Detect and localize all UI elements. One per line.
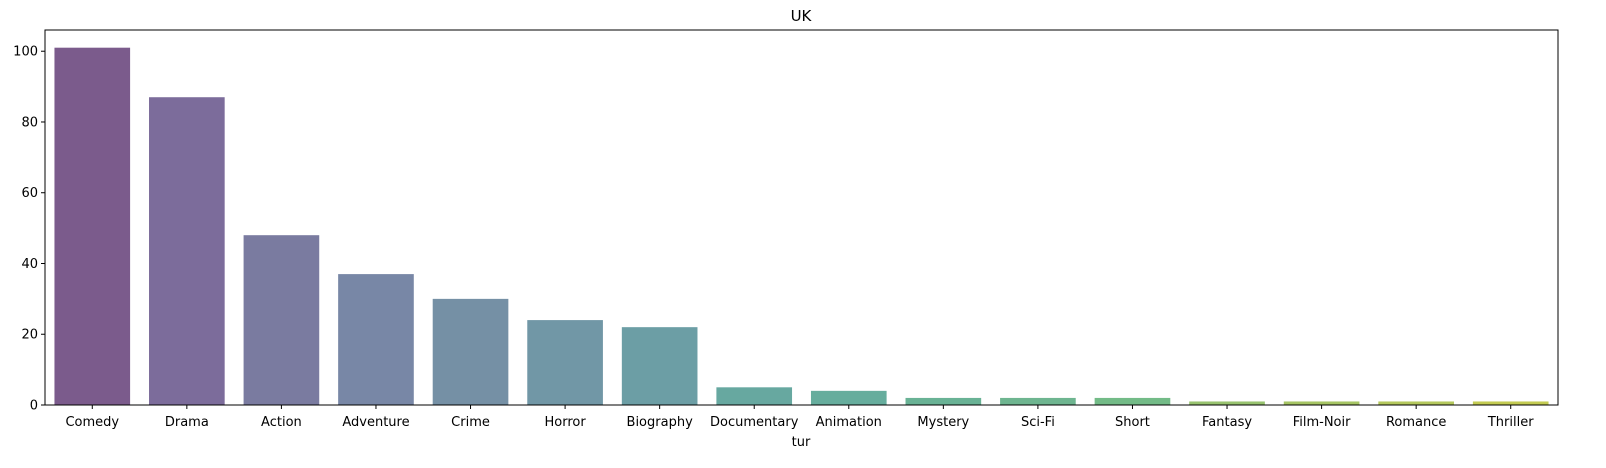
x-tick-label: Horror [544, 415, 586, 430]
y-tick-label: 20 [21, 328, 38, 343]
bar-comedy [54, 47, 131, 405]
bar-action [243, 235, 320, 405]
plot-frame [44, 29, 1559, 406]
x-tick-label: Mystery [917, 415, 969, 430]
y-tick-label: 60 [21, 186, 38, 201]
x-tick-label: Documentary [710, 415, 799, 430]
x-tick-label: Short [1115, 415, 1150, 430]
bar-sci-fi [1000, 397, 1076, 405]
x-tick-label: Film-Noir [1293, 415, 1351, 430]
bar-film-noir [1283, 401, 1360, 405]
bar-crime [432, 298, 509, 405]
bar-biography [621, 327, 698, 405]
y-tick-label: 100 [13, 45, 38, 60]
x-tick-label: Comedy [65, 415, 119, 430]
bar-fantasy [1189, 401, 1265, 405]
plot-area: Comedy Drama Action Adventure Crime Horror Bio… [13, 29, 1559, 430]
bar-documentary [716, 387, 793, 405]
x-tick-label: Sci-Fi [1021, 415, 1055, 430]
bar-mystery [905, 397, 982, 405]
bar-thriller [1472, 401, 1549, 405]
x-tick-label: Crime [451, 415, 490, 430]
x-tick-label: Romance [1386, 415, 1446, 430]
x-axis-label: tur [792, 435, 811, 450]
x-tick-label: Drama [165, 415, 209, 430]
bar-drama [149, 97, 225, 405]
x-tick-label: Fantasy [1202, 415, 1252, 430]
x-tick-label: Action [261, 415, 302, 430]
bar-adventure [338, 274, 414, 405]
x-tick-label: Adventure [342, 415, 409, 430]
bar-animation [810, 390, 887, 405]
x-tick-label: Biography [627, 415, 694, 430]
bar-horror [527, 320, 603, 405]
y-tick-label: 80 [21, 115, 38, 130]
y-tick-label: 0 [30, 399, 38, 414]
x-tick-label: Thriller [1487, 415, 1534, 430]
x-tick-label: Animation [816, 415, 882, 430]
chart-title: UK [791, 7, 813, 25]
bar-short [1094, 397, 1171, 405]
y-tick-label: 40 [21, 257, 38, 272]
bar-romance [1378, 401, 1454, 405]
